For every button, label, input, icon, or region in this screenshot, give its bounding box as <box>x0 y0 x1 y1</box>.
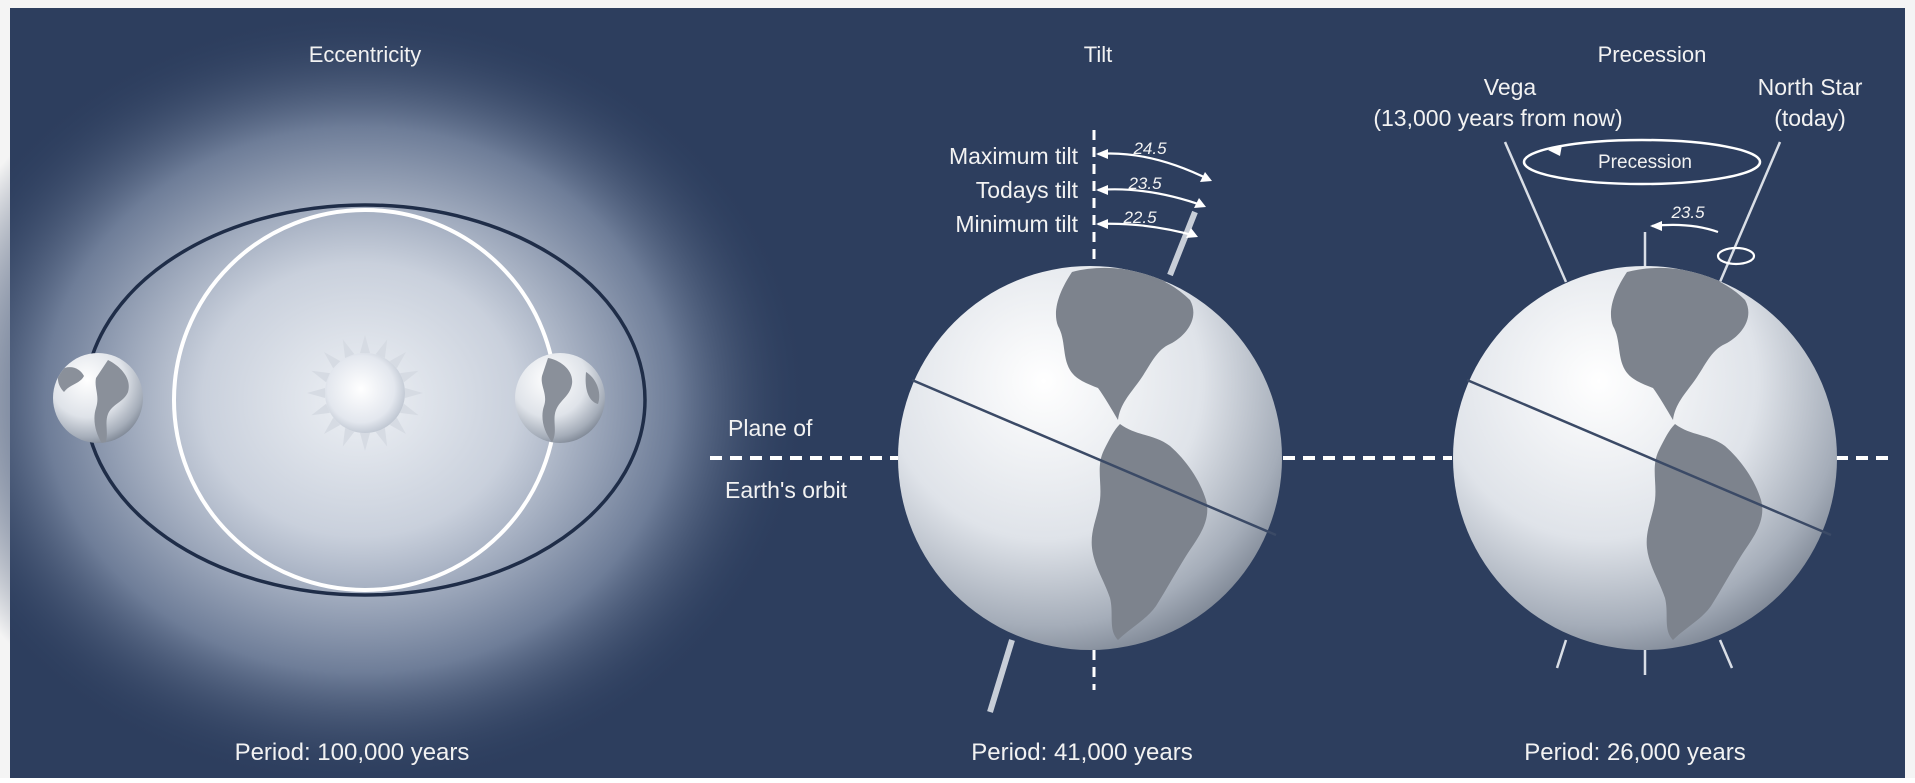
equator-line-precession <box>1466 378 1832 537</box>
earth-globe-precession <box>1453 266 1837 650</box>
maximum-tilt-angle: 24.5 <box>1132 139 1167 158</box>
sun-icon <box>307 335 423 451</box>
plane-of-orbit-label-line1: Plane of <box>728 415 813 441</box>
north-star-sublabel: (today) <box>1774 105 1846 131</box>
maximum-tilt-label: Maximum tilt <box>949 143 1079 169</box>
minimum-tilt-angle: 22.5 <box>1122 208 1157 227</box>
tilt-panel: Maximum tilt Todays tilt Minimum tilt 24… <box>710 42 1452 766</box>
tilt-title: Tilt <box>1084 42 1113 67</box>
tilt-period: Period: 41,000 years <box>971 739 1192 766</box>
precession-angle-arrow <box>1650 221 1662 231</box>
wobble-loop <box>1716 246 1756 266</box>
eccentricity-title: Eccentricity <box>309 42 421 67</box>
eccentricity-period: Period: 100,000 years <box>235 739 470 766</box>
tilt-axis <box>987 210 1198 713</box>
precession-ellipse-arrow <box>1522 138 1762 186</box>
todays-tilt-angle: 23.5 <box>1127 174 1162 193</box>
todays-tilt-label: Todays tilt <box>976 177 1079 203</box>
vega-sublabel: (13,000 years from now) <box>1373 105 1622 131</box>
precession-period: Period: 26,000 years <box>1524 739 1745 766</box>
precession-arrow-label: Precession <box>1598 152 1692 173</box>
earth-icon-left <box>53 353 143 443</box>
equator-line-tilt <box>911 378 1277 537</box>
plane-of-orbit-label-line2: Earth's orbit <box>725 477 848 503</box>
precession-panel: 23.5 Precession Vega (13,000 years from … <box>1373 42 1895 766</box>
precession-cone <box>1503 141 1782 675</box>
precession-angle: 23.5 <box>1670 203 1705 222</box>
north-star-label: North Star <box>1758 74 1863 100</box>
sun-glow <box>0 10 810 783</box>
eccentricity-panel: Eccentricity Period: 100,000 years <box>0 10 810 783</box>
earth-globe-tilt <box>898 266 1282 650</box>
precession-title: Precession <box>1598 42 1707 67</box>
tilt-arrow-heads <box>1096 149 1212 238</box>
precession-arrow-head <box>1548 145 1562 156</box>
earth-icon-right <box>515 353 605 443</box>
minimum-tilt-label: Minimum tilt <box>955 211 1078 237</box>
vega-label: Vega <box>1484 74 1537 100</box>
